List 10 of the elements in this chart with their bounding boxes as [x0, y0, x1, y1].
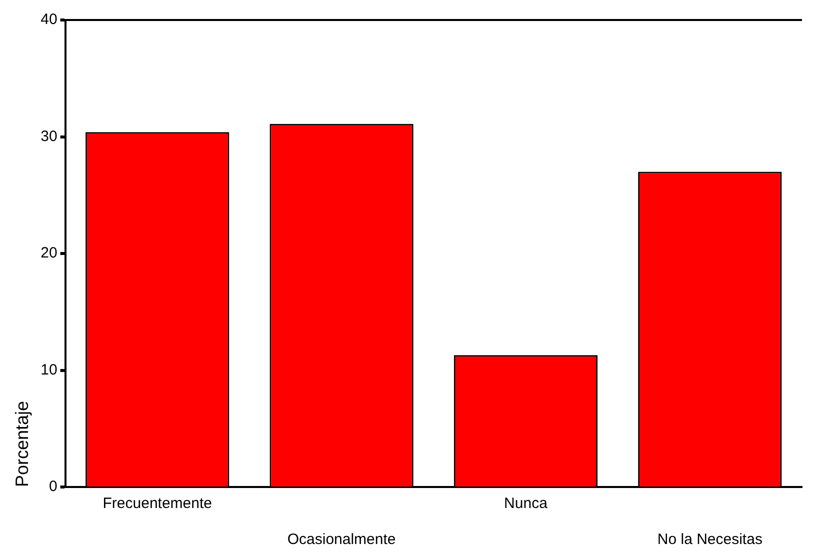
y-tick-label: 10: [40, 361, 58, 378]
x-tick-label: Ocasionalmente: [287, 531, 396, 548]
x-tick-label: No la Necesitas: [657, 531, 762, 548]
y-axis-title: Porcentaje: [12, 400, 32, 487]
y-tick-label: 20: [40, 244, 58, 262]
y-tick-label: 0: [48, 478, 58, 496]
x-tick-label: Nunca: [504, 495, 548, 512]
y-tick-label: 40: [40, 11, 58, 28]
y-tick-label: 30: [40, 128, 58, 145]
x-tick-label: Frecuentemente: [102, 495, 212, 512]
